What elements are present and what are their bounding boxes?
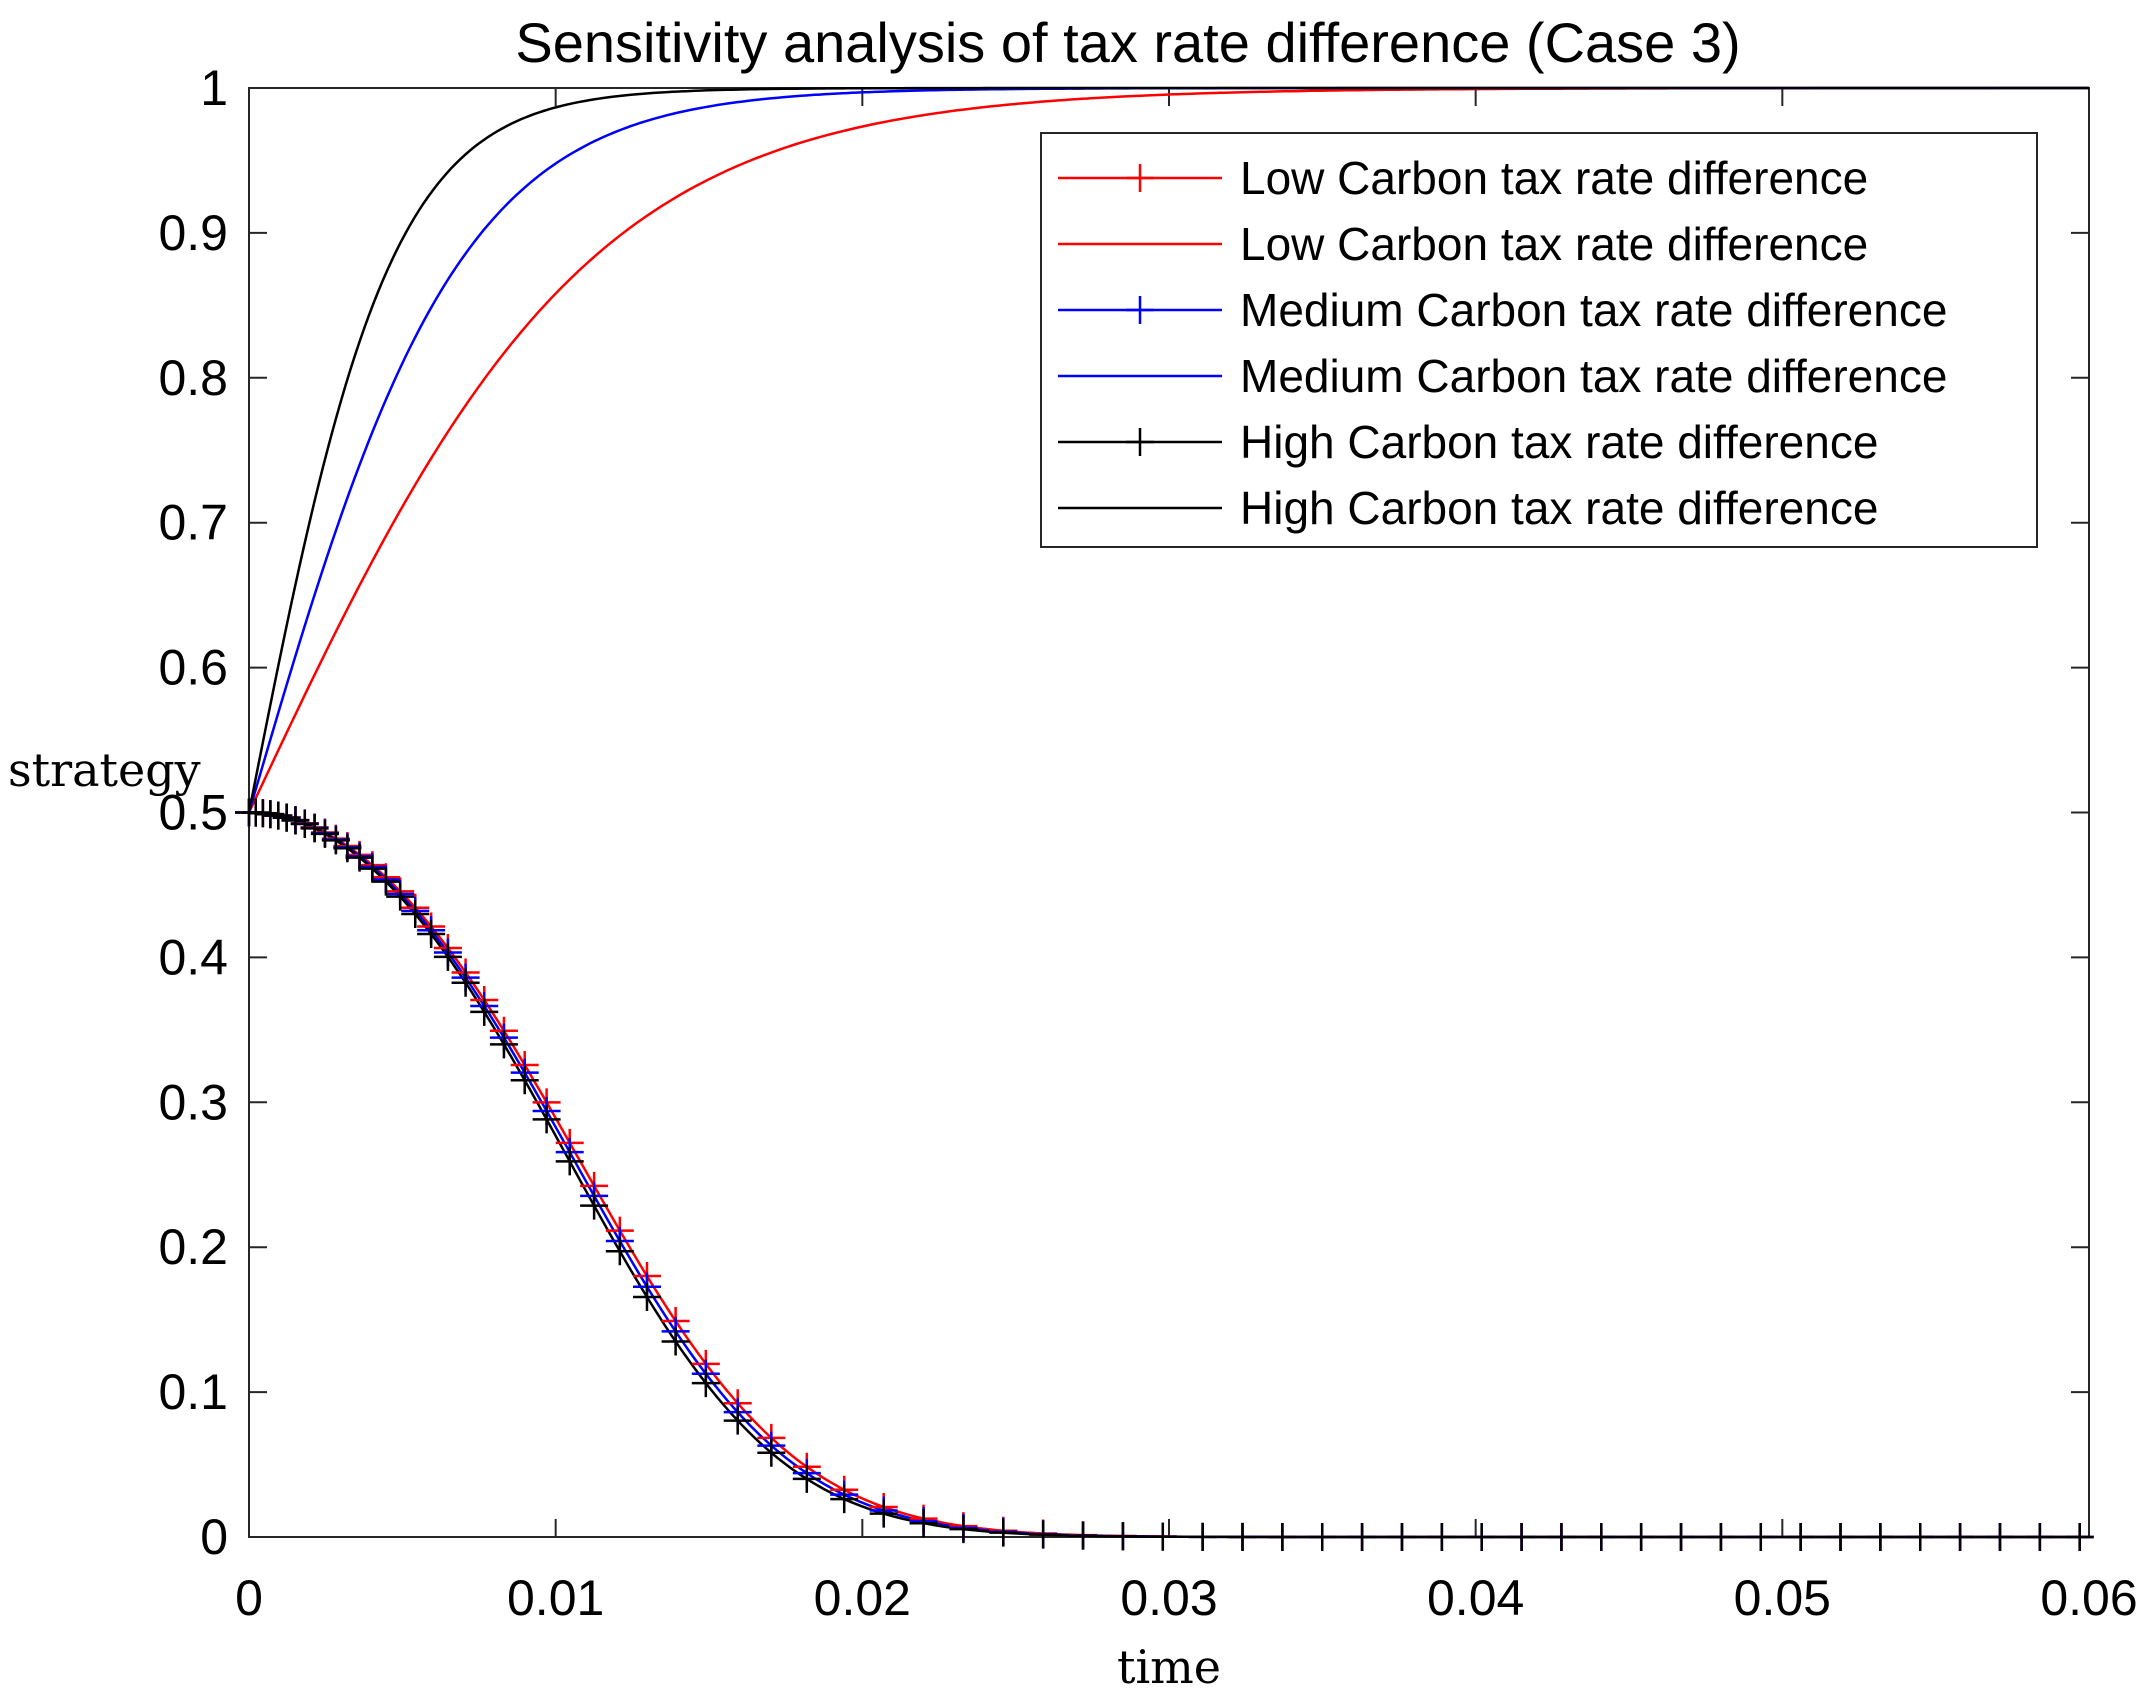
y-tick-label: 0.7 [158, 495, 228, 551]
series-marker-4 [555, 1147, 584, 1176]
series-marker-4 [1866, 1523, 1895, 1551]
series-marker-4 [1467, 1523, 1496, 1551]
legend-label-5: High Carbon tax rate difference [1240, 482, 1878, 534]
y-tick-label: 0.5 [158, 785, 228, 841]
y-tick-label: 0.1 [158, 1364, 228, 1420]
x-tick-label: 0 [235, 1570, 263, 1626]
legend-marker-0 [1126, 164, 1154, 192]
series-marker-4 [1268, 1522, 1297, 1551]
series-marker-4 [830, 1485, 859, 1514]
series-marker-4 [1387, 1523, 1416, 1551]
series-marker-4 [1547, 1523, 1576, 1551]
series-line-5 [247, 86, 2089, 813]
y-tick-label: 0 [200, 1509, 228, 1565]
series-marker-4 [401, 900, 430, 929]
x-tick-label: 0.02 [814, 1570, 911, 1626]
series-marker-4 [792, 1464, 821, 1493]
series-marker-4 [256, 800, 285, 829]
series-marker-4 [632, 1282, 661, 1311]
series-marker-4 [691, 1369, 720, 1398]
series-marker-4 [345, 843, 374, 872]
series-marker-4 [2065, 1523, 2094, 1551]
series-marker-4 [1188, 1522, 1217, 1551]
series-marker-4 [989, 1518, 1018, 1547]
y-tick-label: 0.9 [158, 205, 228, 261]
series-marker-4 [1148, 1522, 1177, 1551]
legend-label-0: Low Carbon tax rate difference [1240, 152, 1868, 204]
legend-marker-2 [1126, 296, 1154, 324]
series-marker-4 [909, 1509, 938, 1538]
x-tick-label: 0.04 [1427, 1570, 1524, 1626]
series-marker-4 [1308, 1522, 1337, 1551]
x-axis-label: time [1117, 1640, 1221, 1694]
series-marker-4 [1985, 1523, 2014, 1551]
legend-label-3: Medium Carbon tax rate difference [1240, 350, 1947, 402]
legend-label-4: High Carbon tax rate difference [1240, 416, 1878, 468]
series-marker-4 [1228, 1522, 1257, 1551]
series-marker-4 [1587, 1523, 1616, 1551]
legend: Low Carbon tax rate difference Low Carbon… [1040, 132, 2038, 548]
series-marker-4 [2025, 1523, 2054, 1551]
legend-label-2: Medium Carbon tax rate difference [1240, 284, 1947, 336]
series-marker-4 [1427, 1523, 1456, 1551]
y-tick-label: 0.2 [158, 1219, 228, 1275]
series-marker-4 [1746, 1523, 1775, 1551]
series-marker-4 [1906, 1523, 1935, 1551]
series-marker-4 [417, 920, 446, 949]
y-tick-label: 0.4 [158, 929, 228, 985]
axis-ticks: 0 0.01 0.02 0.03 0.04 0.05 0.06 0 0.1 0.2 0.3 0.4 0.… [158, 60, 2137, 1626]
series-marker-4 [1826, 1523, 1855, 1551]
series-marker-4 [1786, 1523, 1815, 1551]
y-axis-label: strategy [8, 743, 201, 797]
series-marker-4 [532, 1105, 561, 1134]
series-marker-4 [1946, 1523, 1975, 1551]
series-marker-4 [1627, 1523, 1656, 1551]
legend-label-1: Low Carbon tax rate difference [1240, 218, 1868, 270]
series-marker-4 [321, 826, 350, 855]
series-marker-4 [371, 867, 400, 896]
series-marker-4 [358, 854, 387, 883]
y-tick-label: 0.3 [158, 1074, 228, 1130]
series-marker-4 [433, 942, 462, 971]
series-marker-4 [757, 1438, 786, 1467]
series-marker-4 [580, 1191, 609, 1220]
series-marker-4 [723, 1406, 752, 1435]
series-marker-4 [661, 1327, 690, 1356]
series-markers [235, 798, 2094, 1551]
series-marker-4 [1706, 1523, 1735, 1551]
series-marker-4 [1069, 1521, 1098, 1550]
series-marker-4 [1108, 1522, 1137, 1551]
series-marker-4 [1348, 1523, 1377, 1551]
chart-title: Sensitivity analysis of tax rate differe… [515, 11, 1740, 74]
x-tick-label: 0.03 [1120, 1570, 1217, 1626]
legend-marker-4 [1126, 428, 1154, 456]
series-marker-4 [310, 819, 339, 848]
series-marker-4 [470, 997, 499, 1026]
series-marker-4 [949, 1515, 978, 1544]
series-marker-4 [1667, 1523, 1696, 1551]
x-tick-label: 0.01 [507, 1570, 604, 1626]
series-marker-4 [451, 968, 480, 997]
series-marker-4 [510, 1066, 539, 1095]
series-marker-4 [1507, 1523, 1536, 1551]
legend-box [1040, 132, 2038, 548]
x-tick-label: 0.05 [1734, 1570, 1831, 1626]
y-tick-label: 0.6 [158, 640, 228, 696]
y-tick-label: 1 [200, 60, 228, 116]
x-tick-label: 0.06 [2040, 1570, 2137, 1626]
series-marker-4 [869, 1499, 898, 1528]
series-marker-4 [605, 1237, 634, 1266]
series-marker-4 [489, 1030, 518, 1059]
series-marker-4 [386, 882, 415, 911]
y-tick-label: 0.8 [158, 350, 228, 406]
series-marker-4 [1029, 1520, 1058, 1549]
